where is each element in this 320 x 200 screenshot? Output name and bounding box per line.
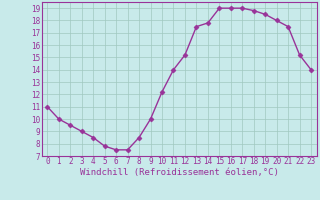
X-axis label: Windchill (Refroidissement éolien,°C): Windchill (Refroidissement éolien,°C) (80, 168, 279, 177)
